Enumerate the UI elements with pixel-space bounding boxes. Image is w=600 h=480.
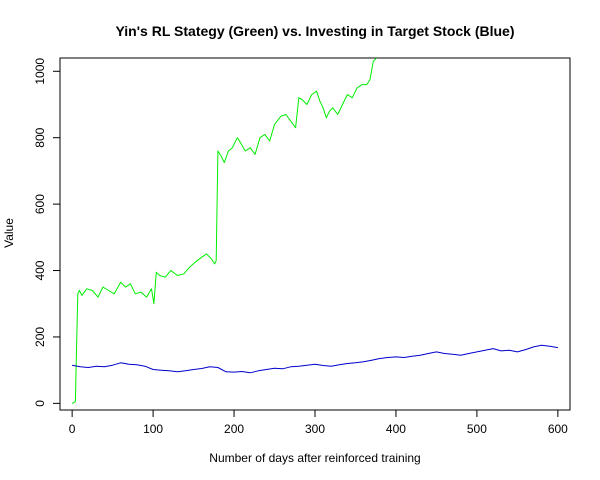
rl-strategy-line: [71, 58, 377, 404]
y-tick-label: 400: [33, 260, 47, 280]
y-axis-ticks: 0 200 400 600 800 1000: [33, 58, 60, 407]
chart-title: Yin's RL Stategy (Green) vs. Investing i…: [115, 23, 514, 39]
y-tick-label: 200: [33, 327, 47, 347]
x-tick-label: 100: [143, 422, 163, 436]
plot-frame: [59, 57, 571, 411]
series-layer: [71, 58, 558, 404]
x-tick-label: 500: [467, 422, 487, 436]
x-axis-ticks: 0 100 200 300 400 500 600: [69, 410, 568, 436]
y-axis-label: Value: [2, 218, 16, 248]
x-tick-label: 0: [69, 422, 76, 436]
x-tick-label: 200: [224, 422, 244, 436]
y-tick-label: 800: [33, 127, 47, 147]
y-tick-label: 1000: [33, 58, 47, 85]
y-tick-label: 600: [33, 194, 47, 214]
x-axis-label: Number of days after reinforced training: [209, 451, 420, 465]
x-tick-label: 400: [386, 422, 406, 436]
x-tick-label: 300: [305, 422, 325, 436]
y-tick-label: 0: [33, 400, 47, 407]
x-tick-label: 600: [548, 422, 568, 436]
target-stock-line: [72, 344, 558, 374]
